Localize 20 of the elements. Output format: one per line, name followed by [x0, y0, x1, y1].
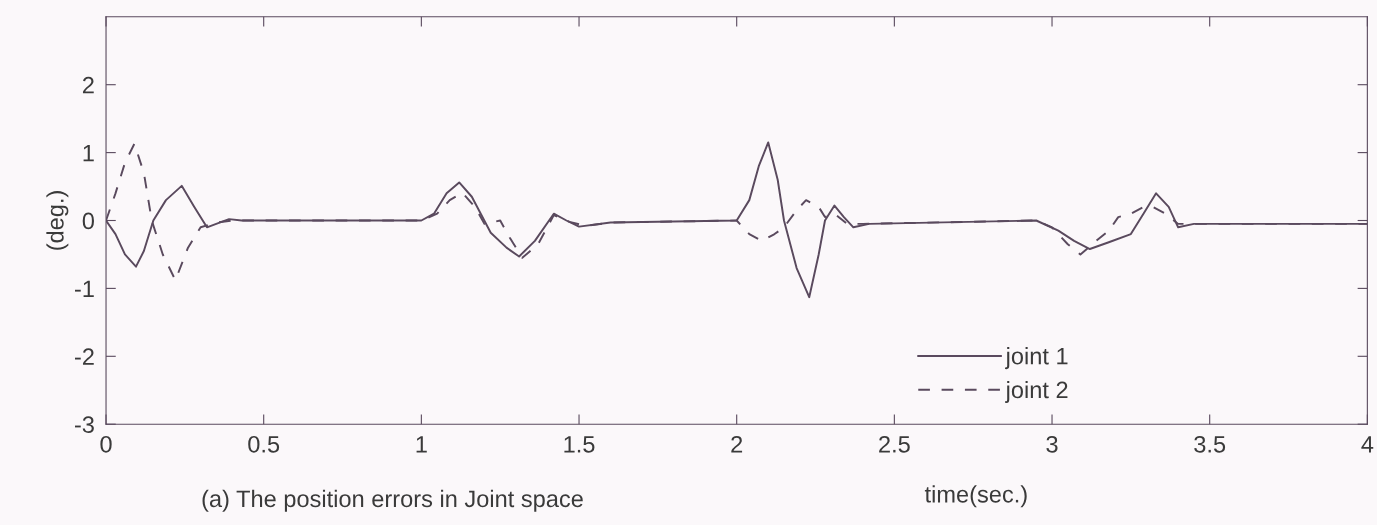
legend-label: joint 1 — [1005, 347, 1068, 370]
x-tick-label: 3.5 — [1194, 435, 1226, 453]
y-tick-label: 0 — [82, 212, 94, 230]
x-tick-label: 2.5 — [879, 435, 910, 453]
x-tick-label: 3 — [1046, 435, 1058, 453]
text: (a) The position errors in Joint space — [202, 489, 583, 512]
x-tick-label: 1 — [416, 436, 427, 453]
x-tick-label: 1.5 — [564, 436, 595, 453]
y-tick-label: 2 — [82, 76, 94, 94]
x-tick-label: 0.5 — [248, 435, 280, 453]
x-tick-label: 2 — [731, 435, 743, 453]
x-tick-label: 4 — [1361, 436, 1374, 453]
y-tick-label: -2 — [74, 348, 94, 365]
y-tick-label: -1 — [74, 280, 94, 297]
legend-label: joint 2 — [1005, 380, 1068, 403]
x-axis-title: time(sec.) — [924, 485, 1027, 508]
y-tick-label: -3 — [74, 416, 94, 433]
x-tick-label: 0 — [100, 435, 112, 453]
y-tick-label: 1 — [83, 144, 94, 162]
y-axis-title: (deg.) — [46, 191, 69, 250]
